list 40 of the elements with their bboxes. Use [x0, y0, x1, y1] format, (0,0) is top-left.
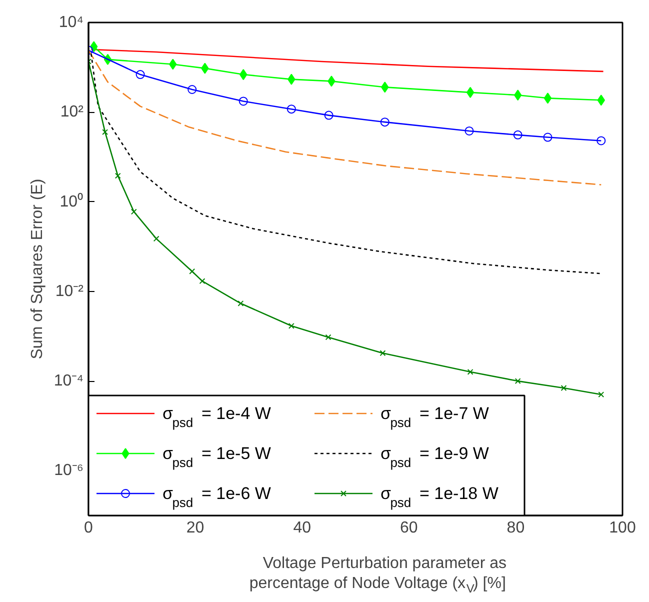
point — [467, 368, 474, 375]
point — [288, 322, 294, 329]
y-axis-title: Sum of Squares Error (E) — [28, 178, 46, 360]
point — [544, 92, 552, 104]
y-tick-label: 10⁴ — [58, 14, 84, 31]
point — [286, 104, 296, 114]
point — [199, 278, 206, 284]
y-tick-label: 10⁰ — [60, 192, 84, 210]
point — [464, 126, 474, 136]
line-series — [88, 50, 602, 186]
point — [114, 172, 121, 179]
point — [238, 300, 244, 306]
point — [136, 70, 145, 80]
y-tick-label: 10⁻⁴ — [54, 372, 84, 390]
y-tick-label: 10⁻² — [55, 282, 84, 300]
point — [380, 350, 386, 356]
point — [466, 86, 474, 98]
point — [188, 85, 197, 94]
point — [238, 96, 248, 106]
x-tick-label: 80 — [506, 520, 525, 536]
point — [560, 385, 567, 391]
point — [130, 208, 137, 215]
x-tick-label: 100 — [609, 520, 636, 536]
y-tick-label: 10² — [60, 104, 84, 121]
x-tick-label: 20 — [186, 520, 204, 536]
y-tick-label: 10⁻⁶ — [54, 462, 84, 480]
point — [598, 392, 604, 398]
point — [543, 132, 552, 142]
point — [324, 110, 334, 120]
point — [153, 236, 160, 242]
point — [514, 378, 521, 384]
point — [189, 268, 196, 274]
point — [325, 334, 332, 340]
x-tick-label: 40 — [293, 520, 312, 536]
point — [380, 118, 390, 127]
x-tick-label: 60 — [400, 520, 418, 536]
point — [596, 136, 606, 146]
point — [513, 130, 522, 140]
point — [102, 129, 108, 135]
x-tick-label: 0 — [84, 520, 94, 536]
